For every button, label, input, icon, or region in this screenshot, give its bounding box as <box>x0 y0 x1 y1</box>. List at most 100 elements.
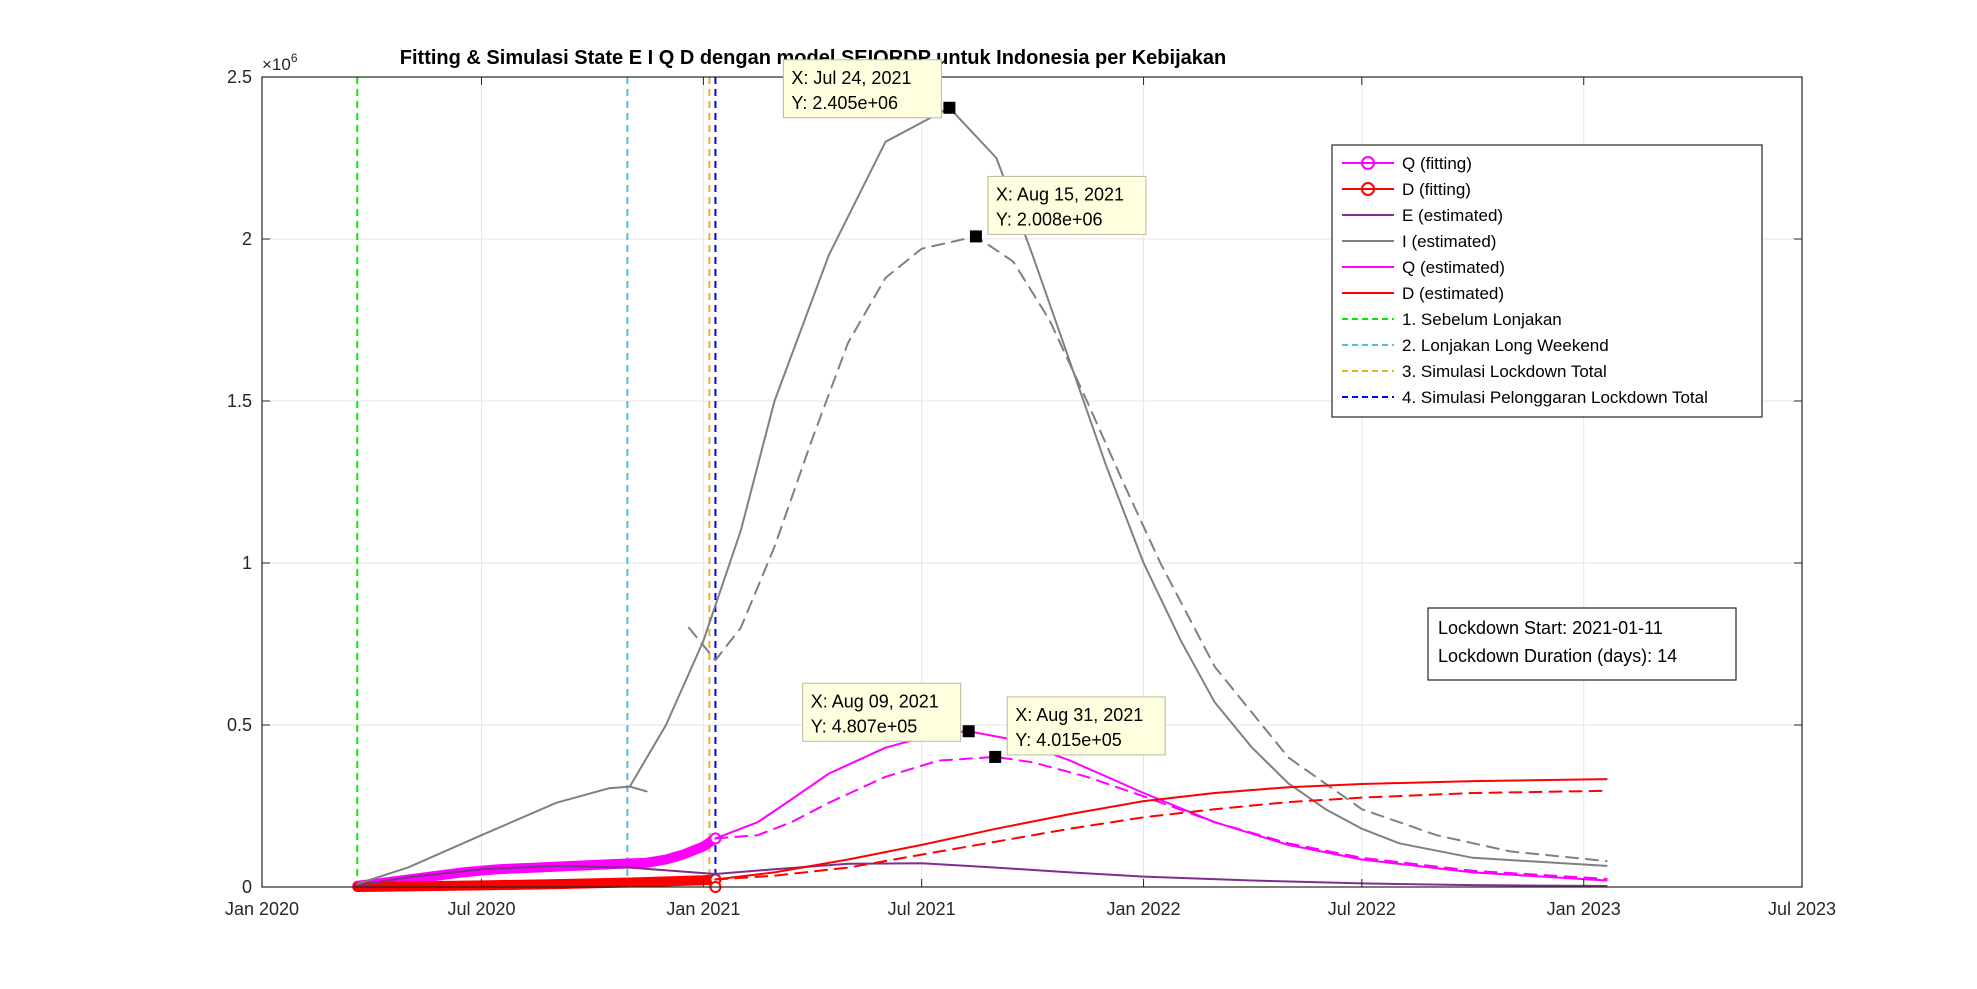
series-line-4 <box>628 106 1608 867</box>
legend-marker-1 <box>1361 182 1375 196</box>
series-line-9 <box>714 789 1608 881</box>
x-tick-label: Jan 2022 <box>1107 899 1181 919</box>
x-tick-label: Jul 2022 <box>1328 899 1396 919</box>
exponent-power: 6 <box>291 51 298 65</box>
annotation-line-1: Lockdown Start: 2021-01-11 <box>1438 618 1663 638</box>
fit-marker <box>526 879 537 890</box>
y-tick-label: 0.5 <box>227 715 252 735</box>
fit-marker <box>571 878 581 889</box>
fit-marker <box>432 881 443 891</box>
fit-marker <box>566 879 576 889</box>
exponent-base: ×10 <box>262 55 291 74</box>
fit-marker <box>516 879 527 890</box>
fit-marker <box>546 879 557 889</box>
datatip-x-3: X: Aug 31, 2021 <box>1015 705 1143 725</box>
fit-marker <box>496 880 507 890</box>
fit-marker <box>656 855 666 866</box>
legend-label-9: 4. Simulasi Pelonggaran Lockdown Total <box>1402 388 1708 407</box>
y-tick-label: 1 <box>242 553 252 573</box>
fit-marker <box>447 881 457 891</box>
fit-marker <box>466 880 477 891</box>
datatip-marker-2 <box>962 725 975 738</box>
fit-marker <box>636 858 647 868</box>
fit-marker <box>483 865 493 875</box>
x-tick-label: Jul 2023 <box>1768 899 1836 919</box>
y-axis: 0 0.5 1 1.5 2 2.5 <box>227 67 1802 897</box>
fit-marker <box>491 880 502 890</box>
fit-marker <box>429 871 439 881</box>
fit-marker <box>604 859 615 870</box>
datatip-y-3: Y: 4.015e+05 <box>1015 730 1122 750</box>
fit-marker <box>412 881 423 891</box>
fit-marker <box>661 854 671 865</box>
fit-marker <box>659 876 669 887</box>
legend-marker-0 <box>1361 156 1375 170</box>
fit-marker <box>422 881 433 891</box>
legend-label-2: E (estimated) <box>1402 206 1503 225</box>
annotation-line-2: Lockdown Duration (days): 14 <box>1438 646 1677 666</box>
fit-marker <box>679 876 689 886</box>
fit-marker <box>683 875 694 886</box>
fit-marker <box>669 876 679 886</box>
axes-frame <box>261 76 1803 888</box>
plot-border <box>261 76 1803 888</box>
fit-marker <box>583 860 594 870</box>
datatip-y-2: Y: 4.807e+05 <box>811 716 918 736</box>
y-exponent-label: ×106 <box>262 51 298 74</box>
lockdown-annotation: Lockdown Start: 2021-01-11 Lockdown Dura… <box>1427 607 1737 681</box>
fit-marker <box>531 879 542 890</box>
fit-marker <box>536 879 547 890</box>
fit-marker <box>506 880 517 890</box>
x-tick-label: Jul 2020 <box>447 899 515 919</box>
fit-marker <box>471 880 482 891</box>
fit-marker <box>651 856 662 866</box>
datatip-box-1 <box>987 175 1147 235</box>
legend-label-0: Q (fitting) <box>1402 154 1472 173</box>
legend-label-3: I (estimated) <box>1402 232 1496 251</box>
datatip-box-2 <box>802 682 962 742</box>
legend-label-1: D (fitting) <box>1402 180 1471 199</box>
datatip-x-1: X: Aug 15, 2021 <box>996 184 1124 204</box>
fit-marker <box>641 857 652 868</box>
svg-text:×106: ×106 <box>262 51 298 74</box>
fit-marker <box>408 881 418 892</box>
series-line-5 <box>687 235 1608 863</box>
legend[interactable]: Q (fitting) D (fitting) E (estimated) I (es… <box>1331 144 1763 418</box>
fit-marker <box>665 853 675 863</box>
fit-marker <box>599 859 609 870</box>
fit-marker <box>634 877 645 887</box>
fit-marker <box>434 870 444 881</box>
fit-marker <box>541 879 552 890</box>
fit-marker <box>481 880 492 891</box>
fit-marker <box>551 879 562 889</box>
x-tick-label: Jan 2021 <box>666 899 740 919</box>
fit-marker <box>462 880 472 891</box>
x-axis: Jan 2020 Jul 2020 Jan 2021 Jul 2021 Jan 2022… <box>225 77 1836 919</box>
fit-marker <box>683 847 693 858</box>
fit-marker <box>646 857 657 867</box>
series-line-2 <box>356 862 1608 887</box>
fit-marker <box>669 852 680 862</box>
annotation-box <box>1427 607 1737 681</box>
legend-box <box>1331 144 1763 418</box>
datatip-y-0: Y: 2.405e+06 <box>791 93 898 113</box>
fit-marker <box>674 876 684 886</box>
datatip-marker-0 <box>943 101 956 114</box>
legend-label-7: 2. Lonjakan Long Weekend <box>1402 336 1609 355</box>
fit-marker <box>693 875 704 886</box>
datatip-box-0 <box>782 59 942 119</box>
fit-marker <box>437 881 447 891</box>
x-tick-label: Jan 2023 <box>1547 899 1621 919</box>
legend-label-4: Q (estimated) <box>1402 258 1505 277</box>
fit-marker <box>688 845 698 856</box>
fit-marker <box>478 865 488 876</box>
x-tick-label: Jan 2020 <box>225 899 299 919</box>
fit-marker <box>693 843 704 854</box>
fit-marker <box>688 875 699 886</box>
series-line-7 <box>714 755 1608 880</box>
legend-label-8: 3. Simulasi Lockdown Total <box>1402 362 1607 381</box>
fit-marker <box>427 881 438 891</box>
fit-marker <box>629 877 640 888</box>
fit-marker <box>486 880 497 890</box>
